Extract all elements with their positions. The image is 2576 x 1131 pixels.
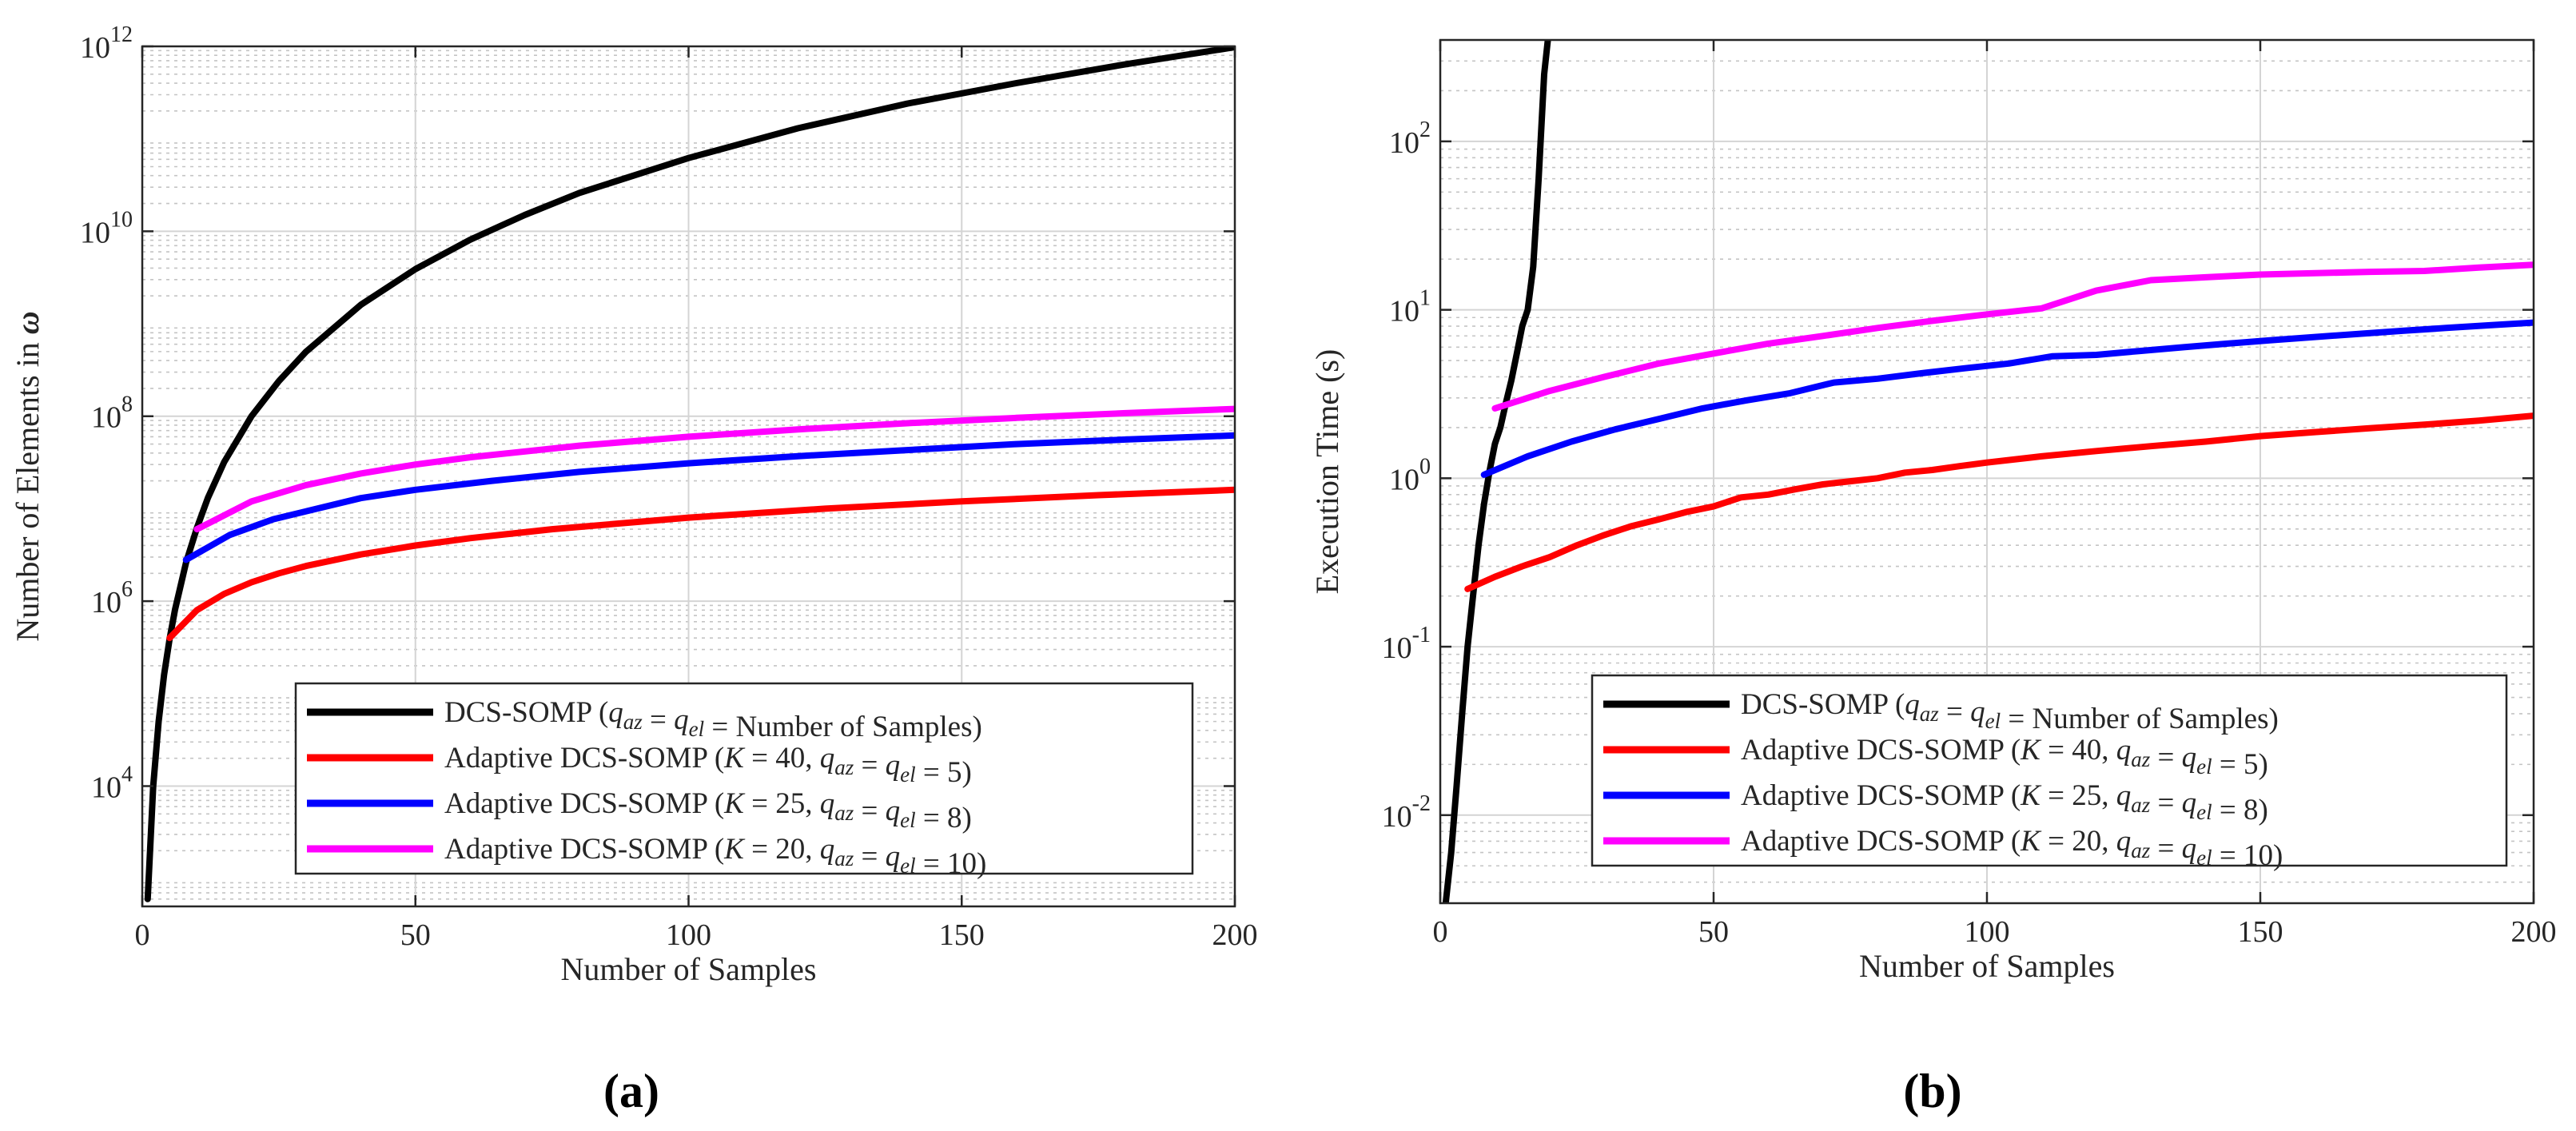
panel-b-y-tick-label: 100 [1389,454,1431,496]
panel-a-series-adaptive-dcs-somp-k-25-q-az-q-el-8 [182,432,1235,564]
panel-a-legend-entry-1: Adaptive DCS-SOMP (K = 40, qaz = qel = 5… [444,742,972,789]
panel-b-series-adaptive-dcs-somp-k-40-q-az-q-el-5 [1464,412,2534,592]
panel-a-legend-entry-0: DCS-SOMP (qaz = qel = Number of Samples) [444,696,982,743]
panel-a-series-adaptive-dcs-somp-k-20-q-az-q-el-10 [193,405,1235,533]
panel-a-x-tick-label: 100 [666,918,711,952]
panel-b-y-tick-label: 102 [1389,117,1431,160]
panel-b-y-tick-label: 101 [1389,286,1431,329]
panel-a-x-tick-label: 150 [939,918,985,952]
panel-a-series-group [144,46,1235,902]
panel-a-y-tick-label: 1010 [80,207,133,249]
panel-b-x-tick-label: 50 [1698,915,1729,949]
panel-a-y-tick-label: 104 [91,762,133,804]
panel-b-x-tick-label: 200 [2511,915,2557,949]
panel-a-chart: 0 50 100 150 200 104 106 108 1010 1012 Number of S… [10,22,1258,987]
panel-b-legend-entry-1: Adaptive DCS-SOMP (K = 40, qaz = qel = 5… [1741,734,2268,781]
panel-label-b: (b) [1903,1065,1961,1117]
panel-b-legend-entry-0: DCS-SOMP (qaz = qel = Number of Samples) [1741,688,2279,735]
panel-a-legend: DCS-SOMP (qaz = qel = Number of Samples)… [294,682,1194,880]
panel-a-series-adaptive-dcs-somp-k-40-q-az-q-el-5 [166,486,1235,642]
panel-a-x-tick-label: 200 [1212,918,1258,952]
panel-b-series-group [1442,40,2534,903]
panel-a-y-tick-label: 106 [91,577,133,619]
panel-a-y-tick-label: 108 [91,392,133,435]
panel-b-legend: DCS-SOMP (qaz = qel = Number of Samples)… [1591,674,2508,872]
panel-a-y-tick-label: 1012 [80,22,133,65]
panel-b-legend-box [1591,674,2508,867]
panel-a-legend-entry-2: Adaptive DCS-SOMP (K = 25, qaz = qel = 8… [444,787,972,834]
panel-b-x-axis-label: Number of Samples [1859,948,2115,984]
panel-b-y-tick-label: 10-2 [1382,791,1431,834]
panel-b-y-tick-label: 10-1 [1382,623,1431,665]
panel-b-x-tick-label: 100 [1965,915,2010,949]
panel-a-series-dcs-somp-q-az-q-el-number-of-samples [144,46,1235,902]
panel-b-chart: 0 50 100 150 200 10-2 10-1 100 101 102 Number of S… [1309,38,2557,984]
panel-b-legend-entry-2: Adaptive DCS-SOMP (K = 25, qaz = qel = 8… [1741,779,2268,826]
panel-b-x-tick-label: 150 [2238,915,2283,949]
panel-a-legend-box [294,682,1194,875]
panel-b-x-tick-label: 0 [1433,915,1448,949]
panel-label-a: (a) [603,1065,659,1117]
panel-a-x-tick-label: 50 [400,918,431,952]
panel-b-series-adaptive-dcs-somp-k-25-q-az-q-el-8 [1480,319,2534,478]
panel-a-y-axis-label: Number of Elements in ω [10,311,46,641]
panel-a-x-axis-label: Number of Samples [561,951,817,987]
panel-b-series-adaptive-dcs-somp-k-20-q-az-q-el-10 [1491,261,2534,412]
panel-a-legend-entry-3: Adaptive DCS-SOMP (K = 20, qaz = qel = 1… [444,833,986,880]
panel-b-series-dcs-somp-q-az-q-el-number-of-samples [1442,40,1551,903]
panel-b-y-axis-label: Execution Time (s) [1309,349,1345,595]
panel-a-x-tick-label: 0 [135,918,150,952]
panel-b-legend-entry-3: Adaptive DCS-SOMP (K = 20, qaz = qel = 1… [1741,825,2283,872]
